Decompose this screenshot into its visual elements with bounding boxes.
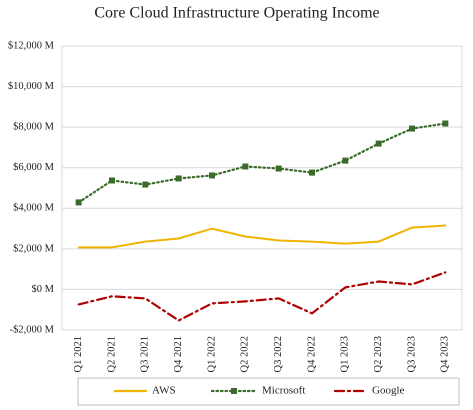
- series-marker: [175, 175, 182, 182]
- series-line: [77, 122, 447, 204]
- x-tick-label: Q1 2023: [340, 336, 351, 372]
- x-tick-label: Q1 2021: [73, 336, 84, 372]
- x-tick-label: Q3 2022: [273, 336, 284, 372]
- series-line: [77, 224, 447, 249]
- legend-label: Microsoft: [262, 385, 305, 397]
- series-marker: [409, 125, 415, 132]
- x-tick-label: Q2 2023: [373, 336, 384, 372]
- x-tick-label: Q2 2022: [240, 336, 251, 372]
- series-marker: [242, 163, 249, 170]
- y-tick-label: $4,000 M: [13, 203, 55, 214]
- y-tick-label: $12,000 M: [8, 40, 55, 51]
- y-tick-label: $10,000 M: [8, 81, 55, 92]
- x-tick-label: Q3 2021: [140, 336, 151, 372]
- y-tick-label: $0 M: [32, 284, 55, 295]
- series-marker: [375, 140, 382, 147]
- x-tick-label: Q4 2023: [440, 336, 451, 372]
- legend-label: AWS: [152, 385, 176, 397]
- legend-marker: [231, 388, 237, 394]
- series-marker: [275, 165, 282, 172]
- series-marker: [309, 169, 315, 176]
- x-tick-label: Q1 2022: [206, 336, 217, 372]
- plot-area: [61, 45, 463, 331]
- series-marker: [342, 157, 349, 164]
- chart-title: Core Cloud Infrastructure Operating Inco…: [94, 5, 379, 22]
- series-marker: [109, 177, 115, 184]
- y-tick-label: -$2,000 M: [10, 324, 55, 335]
- series-marker: [142, 181, 149, 188]
- x-tick-label: Q4 2021: [173, 336, 184, 372]
- series-marker: [209, 172, 215, 179]
- x-tick-label: Q4 2022: [306, 336, 317, 372]
- y-tick-label: $8,000 M: [13, 122, 55, 133]
- y-tick-label: $6,000 M: [13, 162, 55, 173]
- y-tick-label: $2,000 M: [13, 243, 55, 254]
- series-line: [77, 271, 447, 322]
- legend-label: Google: [372, 385, 405, 397]
- legend-box: [77, 377, 460, 406]
- series-marker: [442, 120, 449, 127]
- x-tick-label: Q2 2021: [106, 336, 117, 372]
- x-tick-label: Q3 2023: [406, 336, 417, 372]
- series-marker: [75, 199, 82, 206]
